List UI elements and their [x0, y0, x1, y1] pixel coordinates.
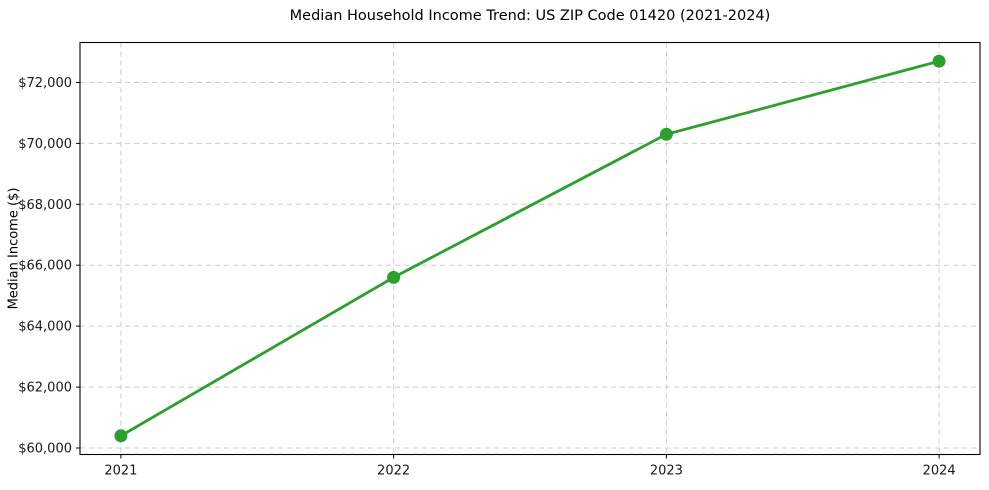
x-tick-label: 2022 [377, 464, 410, 479]
plot-border [79, 41, 981, 456]
x-tick-label: 2021 [104, 464, 137, 479]
chart-title: Median Household Income Trend: US ZIP Co… [289, 8, 771, 24]
data-point-marker [932, 54, 946, 68]
y-tick-label: $72,000 [18, 76, 72, 91]
y-tick-label: $66,000 [18, 259, 72, 274]
x-tick-label: 2024 [923, 464, 956, 479]
data-point-marker [387, 270, 401, 284]
y-tick-label: $68,000 [18, 198, 72, 213]
y-tick-label: $60,000 [18, 442, 72, 457]
trend-line [119, 59, 941, 438]
y-tick-label: $62,000 [18, 381, 72, 396]
y-tick-label: $70,000 [18, 137, 72, 152]
x-tick-label: 2023 [650, 464, 683, 479]
y-tick-label: $64,000 [18, 320, 72, 335]
data-point-marker [659, 127, 673, 141]
data-point-marker [114, 429, 128, 443]
